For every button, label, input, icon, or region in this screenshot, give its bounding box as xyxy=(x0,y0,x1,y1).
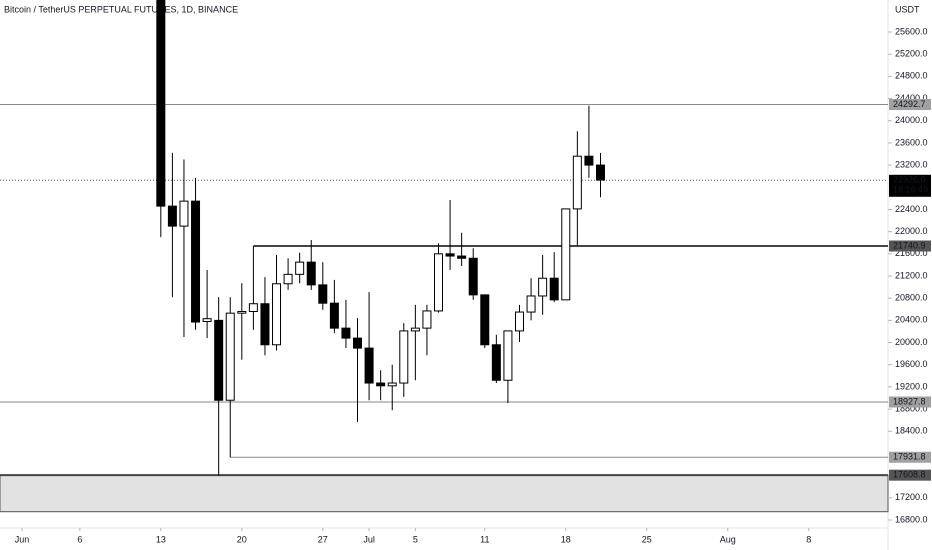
x-tick-label: 6 xyxy=(77,534,82,544)
level-label-box xyxy=(889,174,931,197)
candle-body xyxy=(387,382,397,387)
candle-body xyxy=(584,155,594,166)
y-tick-label: 20800.0 xyxy=(895,293,928,303)
x-tick-label: Aug xyxy=(720,534,736,544)
candle-body xyxy=(283,273,293,285)
candle-body xyxy=(202,318,212,322)
x-tick-label: 25 xyxy=(642,534,652,544)
y-tick-label: 23200.0 xyxy=(895,159,928,169)
axis-unit: USDT xyxy=(895,4,920,14)
level-label: 17608.8 xyxy=(893,470,926,480)
x-tick-label: 5 xyxy=(413,534,418,544)
candle-body xyxy=(434,253,444,312)
candle-body xyxy=(295,261,305,275)
y-tick-label: 19200.0 xyxy=(895,381,928,391)
y-tick-label: 22400.0 xyxy=(895,204,928,214)
y-tick-label: 20000.0 xyxy=(895,337,928,347)
x-tick-label: 27 xyxy=(318,534,328,544)
level-label: 21740.9 xyxy=(893,240,926,250)
candle-body xyxy=(260,303,270,346)
x-tick-label: 18 xyxy=(561,534,571,544)
x-tick-label: 11 xyxy=(480,534,489,544)
candle-body xyxy=(457,255,467,259)
candle-body xyxy=(179,200,189,227)
level-label: 24292.7 xyxy=(893,99,926,109)
candle-body xyxy=(306,261,316,286)
candle-body xyxy=(491,344,501,381)
y-tick-label: 19600.0 xyxy=(895,359,928,369)
y-tick-label: 17200.0 xyxy=(895,492,928,502)
candle-body xyxy=(503,330,513,381)
y-tick-label: 16800.0 xyxy=(895,514,928,524)
y-tick-label: 24000.0 xyxy=(895,115,928,125)
y-tick-label: 24800.0 xyxy=(895,71,928,81)
candle-body xyxy=(514,311,524,332)
candle-body xyxy=(156,0,166,207)
x-tick-label: 20 xyxy=(237,534,247,544)
level-label-box xyxy=(889,396,931,408)
y-tick-label: 21200.0 xyxy=(895,270,928,280)
y-tick-label: 24400.0 xyxy=(895,93,928,103)
candle-body xyxy=(572,155,582,210)
candle-body xyxy=(237,310,247,314)
x-tick-label: Jun xyxy=(15,534,30,544)
candle-body xyxy=(353,337,363,349)
x-tick-label: Jul xyxy=(363,534,375,544)
candle-body xyxy=(376,382,386,387)
candle-body xyxy=(549,277,559,301)
candle-body xyxy=(272,283,282,346)
candle-body xyxy=(341,327,351,339)
chart-title: Bitcoin / TetherUS PERPETUAL FUTURES, 1D… xyxy=(4,4,238,14)
level-label: 22926.0 xyxy=(893,175,926,185)
candle-body xyxy=(364,347,374,384)
x-tick-label: 13 xyxy=(156,534,166,544)
x-tick-label: 8 xyxy=(806,534,811,544)
level-label-box xyxy=(889,98,931,110)
level-label: 18927.8 xyxy=(893,396,926,406)
candle-body xyxy=(225,312,235,401)
countdown: 18:16:49 xyxy=(893,185,928,195)
candle-body xyxy=(329,302,339,329)
candle-body xyxy=(318,284,328,304)
candle-body xyxy=(468,257,478,296)
y-tick-label: 18400.0 xyxy=(895,426,928,436)
candle-body xyxy=(422,310,432,329)
y-tick-label: 23600.0 xyxy=(895,137,928,147)
zone xyxy=(0,474,889,513)
level-label: 17931.8 xyxy=(893,452,926,462)
level-label-box xyxy=(889,469,931,481)
candle-body xyxy=(410,327,420,332)
y-tick-label: 25600.0 xyxy=(895,26,928,36)
candle-body xyxy=(399,330,409,384)
candle-body xyxy=(480,294,490,346)
candle-body xyxy=(167,205,177,227)
candle-body xyxy=(445,253,455,257)
candle-body xyxy=(526,295,536,313)
y-tick-label: 21600.0 xyxy=(895,248,928,258)
candle-body xyxy=(191,200,201,323)
y-tick-label: 20400.0 xyxy=(895,315,928,325)
candle-body xyxy=(538,277,548,297)
level-label-box xyxy=(889,451,931,463)
level-label-box xyxy=(889,240,931,252)
candle-body xyxy=(561,208,571,301)
candle-body xyxy=(214,319,224,401)
y-tick-label: 18800.0 xyxy=(895,403,928,413)
candle-body xyxy=(595,164,605,181)
candle-body xyxy=(248,303,258,312)
y-tick-label: 22000.0 xyxy=(895,226,928,236)
y-tick-label: 25200.0 xyxy=(895,49,928,59)
